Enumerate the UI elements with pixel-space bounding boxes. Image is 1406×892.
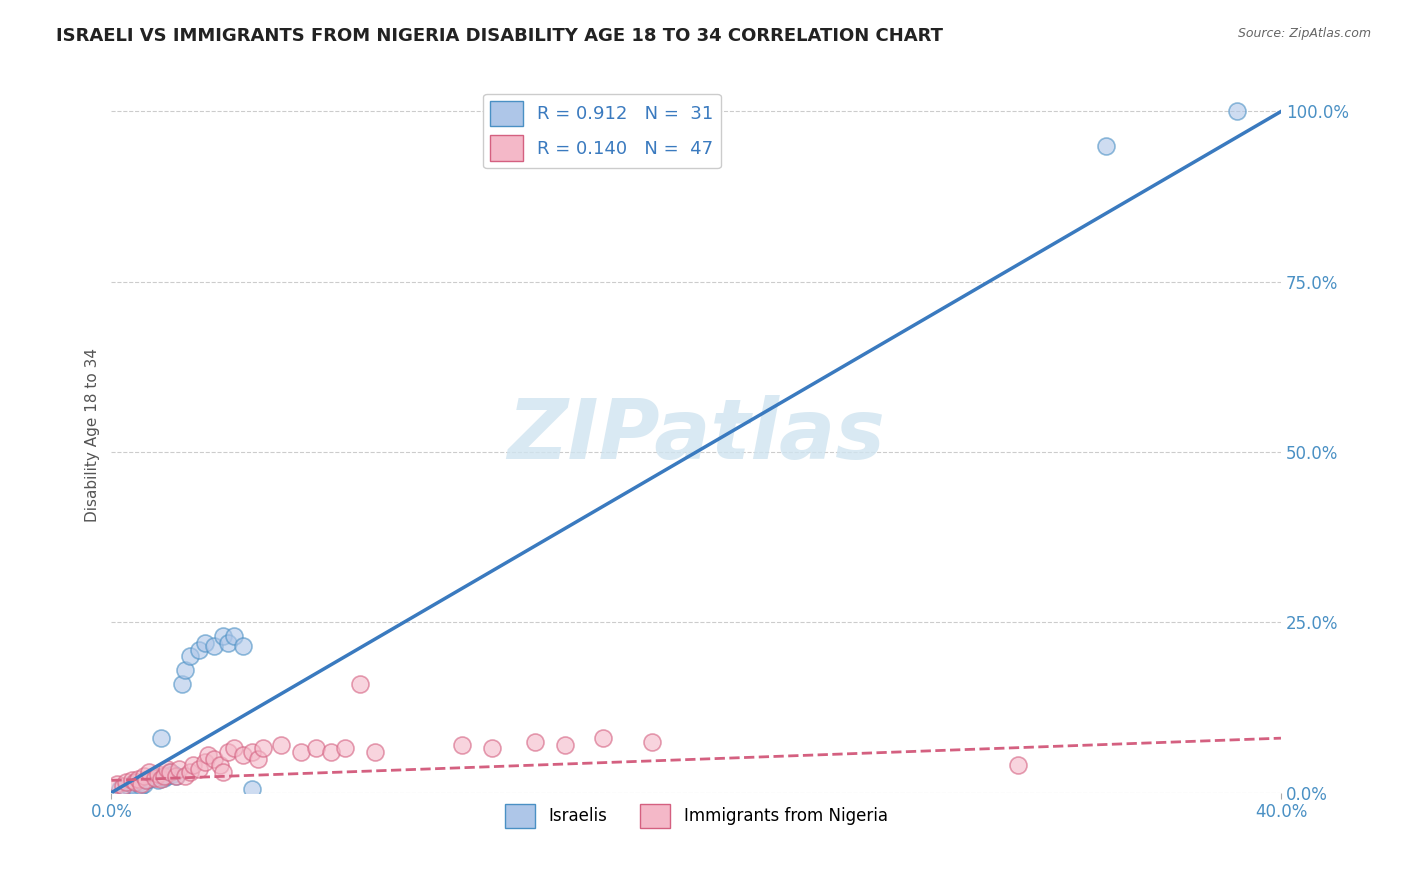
Point: [363, 745, 385, 759]
Point: [165, 769, 187, 783]
Point: [153, 769, 176, 783]
Point: [115, 775, 138, 789]
Point: [240, 745, 263, 759]
Point: [179, 649, 201, 664]
Point: [124, 780, 146, 795]
Point: [143, 769, 166, 783]
Text: ZIPatlas: ZIPatlas: [508, 394, 886, 475]
Point: [217, 745, 239, 759]
Point: [1094, 138, 1116, 153]
Point: [148, 766, 170, 780]
Point: [1007, 758, 1029, 772]
Point: [153, 771, 176, 785]
Point: [159, 765, 181, 780]
Point: [252, 741, 274, 756]
Point: [188, 642, 211, 657]
Point: [451, 738, 474, 752]
Point: [162, 766, 184, 780]
Legend: Israelis, Immigrants from Nigeria: Israelis, Immigrants from Nigeria: [498, 797, 894, 834]
Point: [127, 772, 149, 786]
Point: [194, 636, 217, 650]
Point: [211, 629, 233, 643]
Point: [159, 765, 181, 780]
Point: [165, 769, 187, 783]
Point: [197, 748, 219, 763]
Point: [305, 741, 328, 756]
Y-axis label: Disability Age 18 to 34: Disability Age 18 to 34: [86, 348, 100, 522]
Point: [194, 755, 217, 769]
Point: [115, 780, 138, 795]
Point: [246, 751, 269, 765]
Point: [1226, 104, 1249, 119]
Point: [112, 779, 135, 793]
Point: [150, 731, 173, 746]
Text: Source: ZipAtlas.com: Source: ZipAtlas.com: [1237, 27, 1371, 40]
Point: [135, 773, 157, 788]
Point: [188, 762, 211, 776]
Point: [156, 769, 179, 783]
Point: [232, 639, 254, 653]
Point: [211, 765, 233, 780]
Point: [118, 779, 141, 793]
Point: [148, 773, 170, 788]
Point: [143, 771, 166, 785]
Point: [481, 741, 503, 756]
Point: [105, 777, 128, 791]
Point: [167, 762, 190, 776]
Point: [217, 636, 239, 650]
Point: [202, 751, 225, 765]
Point: [179, 765, 201, 780]
Point: [592, 731, 614, 746]
Point: [270, 738, 292, 752]
Point: [335, 741, 357, 756]
Point: [135, 773, 157, 788]
Point: [129, 779, 152, 793]
Point: [208, 758, 231, 772]
Point: [641, 734, 664, 748]
Point: [173, 769, 195, 783]
Point: [319, 745, 342, 759]
Point: [224, 629, 246, 643]
Point: [124, 775, 146, 789]
Point: [132, 769, 155, 783]
Point: [554, 738, 576, 752]
Point: [150, 772, 173, 786]
Point: [290, 745, 312, 759]
Point: [132, 777, 155, 791]
Point: [108, 782, 131, 797]
Text: ISRAELI VS IMMIGRANTS FROM NIGERIA DISABILITY AGE 18 TO 34 CORRELATION CHART: ISRAELI VS IMMIGRANTS FROM NIGERIA DISAB…: [56, 27, 943, 45]
Point: [170, 676, 193, 690]
Point: [232, 748, 254, 763]
Point: [202, 639, 225, 653]
Point: [138, 772, 160, 786]
Point: [127, 775, 149, 789]
Point: [181, 758, 204, 772]
Point: [156, 762, 179, 776]
Point: [138, 765, 160, 780]
Point: [173, 663, 195, 677]
Point: [240, 782, 263, 797]
Point: [224, 741, 246, 756]
Point: [524, 734, 547, 748]
Point: [349, 676, 371, 690]
Point: [129, 777, 152, 791]
Point: [121, 777, 143, 791]
Point: [121, 773, 143, 788]
